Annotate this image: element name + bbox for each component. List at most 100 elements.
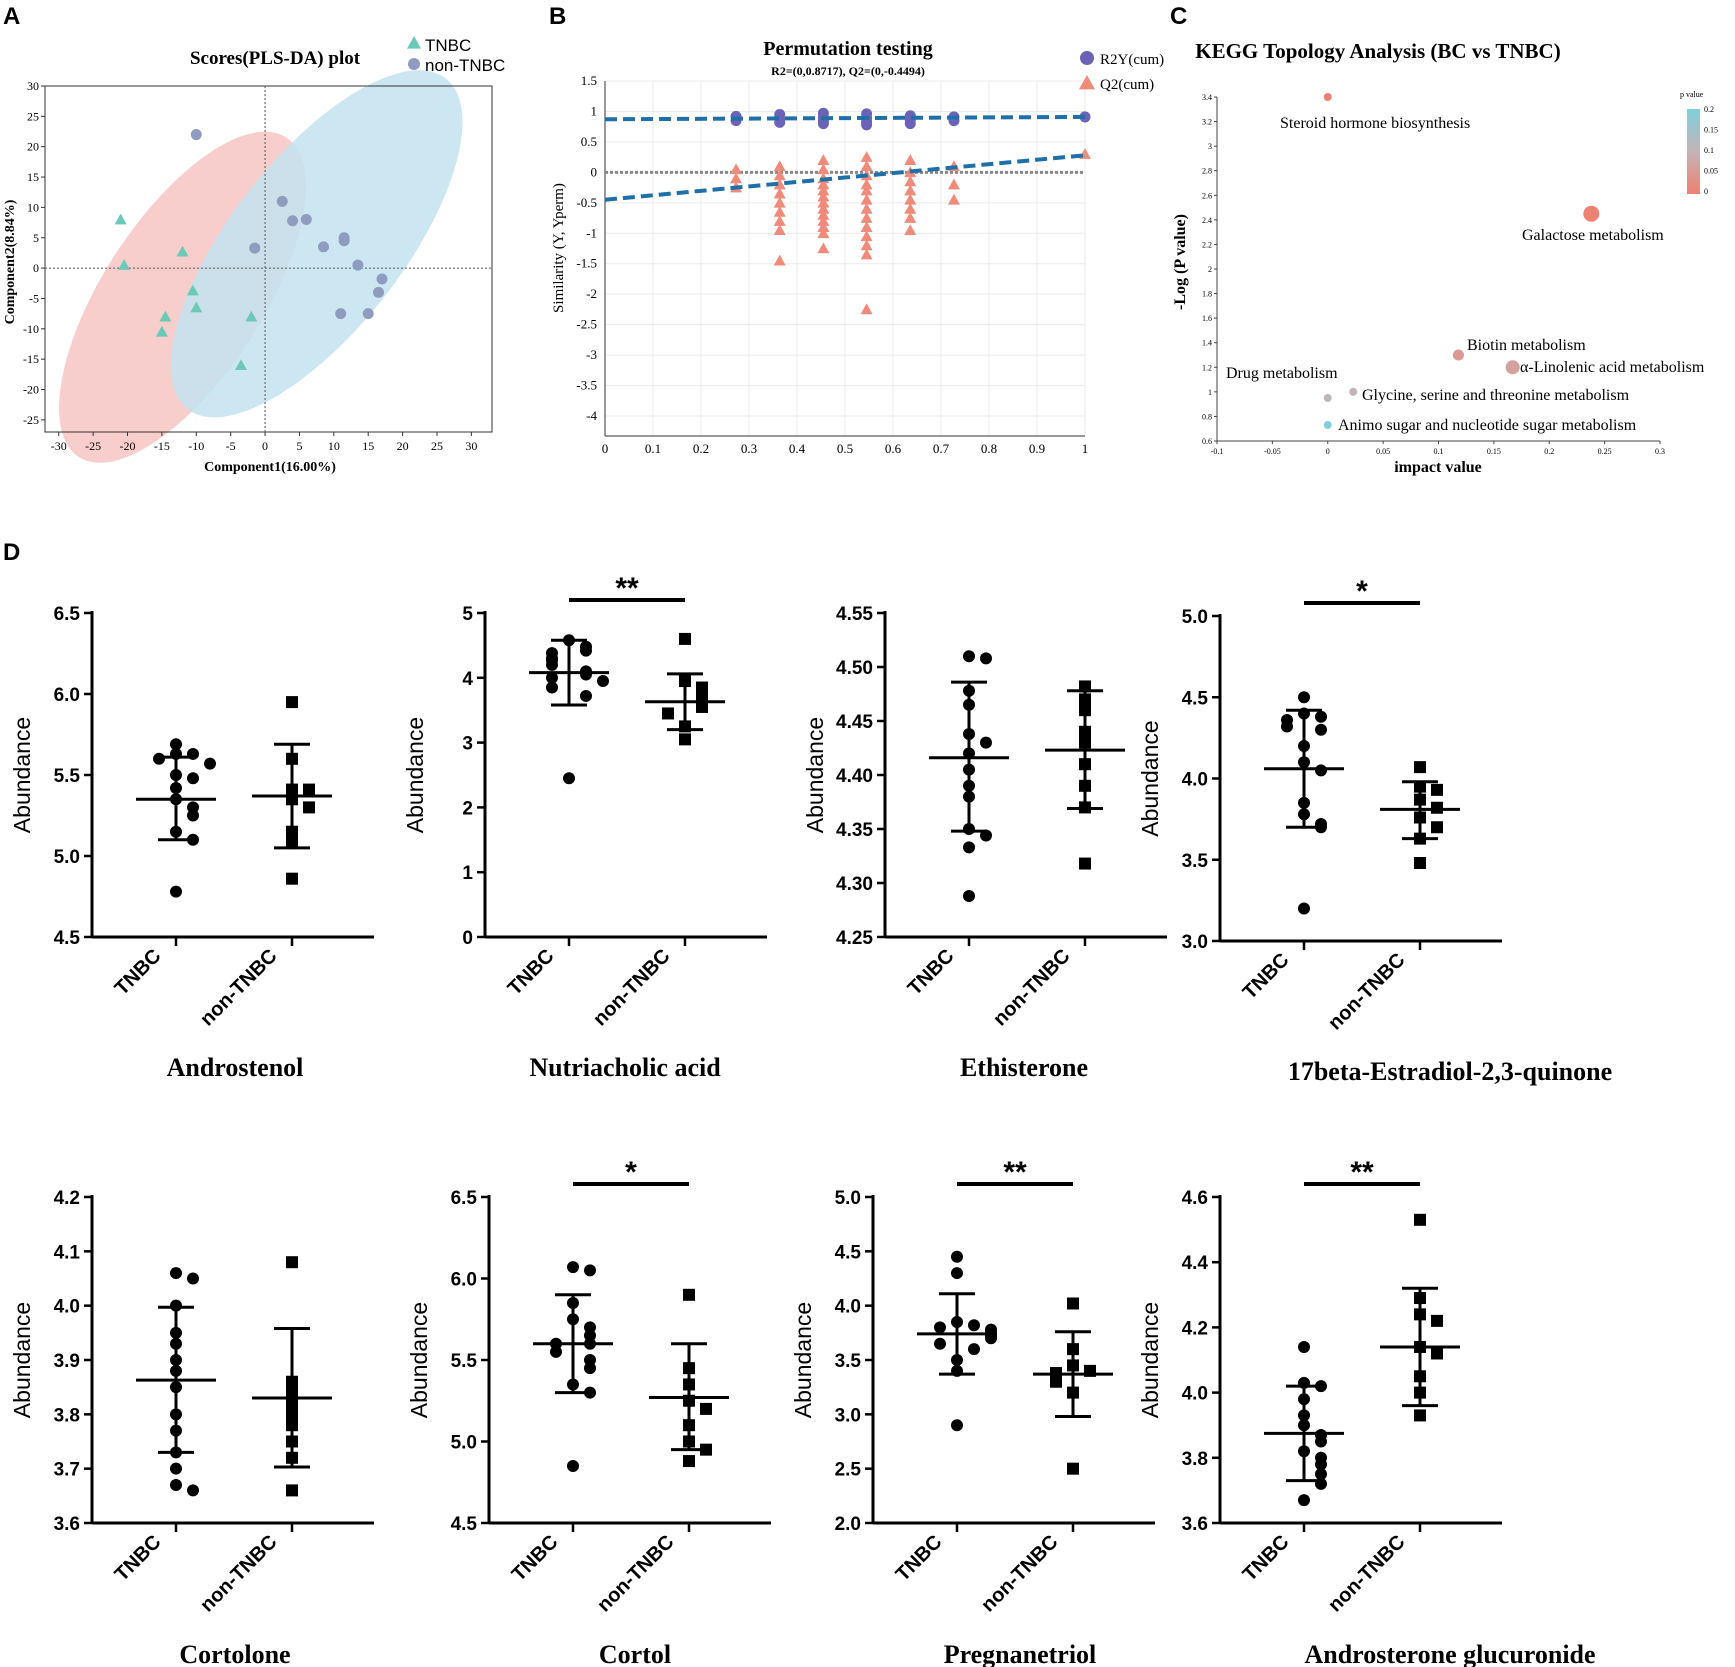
tnbc-dot: [1315, 723, 1327, 736]
chart-title: Permutation testing: [763, 38, 932, 60]
non-tnbc-square: [679, 733, 691, 746]
q2-point: [947, 178, 960, 190]
tnbc-dot: [980, 652, 992, 665]
colorbar-tick-label: 0.05: [1704, 167, 1718, 176]
x-axis-label: Component1(16.00%): [204, 460, 336, 475]
q2-point: [730, 163, 743, 175]
dot-plot-4: 3.0 3.5 4.0 4.5 5.0 Abundance TNBC non-TNBC * 17b…: [1137, 575, 1612, 1086]
q2-point: [860, 239, 873, 251]
tnbc-dot: [934, 1321, 946, 1334]
pathway-point: [1505, 360, 1520, 375]
non-tnbc-square: [696, 681, 708, 694]
dot-plot-2: 0 1 2 3 4 5 Abundance TNBC non-TNBC ** Nutriacholi…: [402, 572, 767, 1082]
x-tick-label: TNBC: [1239, 1531, 1294, 1586]
panel-label-d: D: [3, 539, 20, 566]
y-tick-label: 3.6: [1182, 1514, 1208, 1535]
x-tick-label: -25: [85, 439, 101, 453]
q2-point: [817, 178, 830, 190]
x-tick-label: 30: [465, 439, 477, 453]
tnbc-dot: [170, 1267, 182, 1280]
y-tick-label: -2.5: [576, 317, 597, 332]
y-tick-label: 25: [27, 109, 39, 123]
y-axis-label: Abundance: [1137, 1302, 1163, 1418]
q2-point: [860, 221, 873, 232]
y-tick-label: 10: [27, 200, 39, 214]
non-tnbc-square: [1414, 857, 1426, 869]
x-tick-label: 5: [296, 439, 302, 453]
y-tick-label: 5.5: [54, 766, 81, 787]
y-tick-label: 1.2: [1202, 363, 1212, 372]
y-tick-label: 2.4: [1202, 216, 1212, 225]
q2-point: [860, 248, 873, 260]
tnbc-dot: [968, 1343, 980, 1356]
tnbc-dot: [567, 1459, 579, 1472]
q2-point: [860, 303, 873, 315]
q2-point: [904, 224, 917, 236]
x-tick-label: 0.8: [981, 441, 997, 456]
tnbc-dot: [187, 772, 199, 785]
tnbc-dot: [1315, 764, 1327, 777]
chart-title: KEGG Topology Analysis (BC vs TNBC): [1195, 39, 1560, 63]
kegg-chart: 0.6 0.8 1 1.2 1.4 1.6 1.8 2 2.2 2.4 2.6 2.8 3 3.2 3.4 -…: [1172, 39, 1718, 476]
non-tnbc-square: [700, 1402, 712, 1415]
x-tick-label: non-TNBC: [196, 945, 281, 1030]
plot-frame: [44, 85, 493, 433]
chart-title: Androsterone glucuronide: [1304, 1640, 1595, 1667]
panel-label-c: C: [1170, 3, 1187, 30]
tnbc-dot: [204, 757, 216, 770]
tnbc-dot: [963, 650, 975, 663]
y-tick-label: 4.0: [835, 1297, 861, 1318]
y-tick-label: -15: [23, 352, 39, 366]
non-tnbc-square: [696, 700, 708, 713]
x-tick-label: 0.9: [1029, 441, 1045, 456]
y-tick-label: -5: [29, 291, 39, 305]
tnbc-dot: [563, 772, 575, 785]
q2-point: [860, 230, 873, 242]
y-axis-label: Abundance: [1137, 720, 1163, 836]
tnbc-point: [245, 310, 258, 322]
q2-point: [860, 178, 873, 190]
q2-point: [730, 172, 743, 184]
x-tick-label: -15: [154, 439, 170, 453]
x-tick-label: 0.15: [1487, 447, 1501, 456]
q2-regression-line: [604, 153, 1086, 202]
y-tick-label: 4.5: [835, 1242, 862, 1263]
q2-point: [817, 202, 830, 214]
legend-r2y-marker: [1080, 51, 1094, 65]
q2-point: [817, 163, 830, 175]
non-tnbc-square: [679, 632, 691, 645]
non-tnbc-square: [286, 1256, 298, 1269]
y-tick-label: 5: [33, 231, 39, 245]
y-tick-label: 1.5: [581, 73, 597, 88]
colorbar-tick-label: 0.15: [1704, 126, 1718, 135]
y-tick-label: -25: [23, 413, 39, 427]
chart-title: Scores(PLS-DA) plot: [190, 48, 361, 69]
tnbc-dot: [170, 738, 182, 751]
x-tick-label: 0.1: [645, 441, 661, 456]
r2y-point: [817, 118, 829, 130]
q2-point: [773, 169, 786, 181]
y-tick-label: 4.40: [836, 766, 873, 787]
non-tnbc-square: [303, 783, 315, 796]
tnbc-dot: [546, 681, 558, 694]
tnbc-dot: [170, 1462, 182, 1475]
y-tick-label: 30: [27, 79, 39, 93]
q2-point: [860, 202, 873, 214]
tnbc-dot: [934, 1337, 946, 1350]
q2-point: [904, 154, 917, 165]
tnbc-dot: [1315, 710, 1327, 723]
pathway-label: Glycine, serine and threonine metabolism: [1362, 387, 1630, 404]
r2y-point: [1079, 111, 1091, 123]
panel-label-a: A: [3, 3, 20, 30]
y-tick-label: -20: [23, 383, 39, 397]
non-tnbc-square: [683, 1288, 695, 1301]
tnbc-dot: [963, 841, 975, 854]
q2-point: [773, 215, 786, 226]
tnbc-point: [186, 284, 199, 296]
non-tnbc-point: [352, 259, 364, 271]
y-tick-label: 3.9: [54, 1351, 80, 1372]
y-tick-label: 2.2: [1202, 240, 1212, 249]
y-tick-label: -3: [586, 347, 597, 362]
tnbc-dot: [951, 1250, 963, 1263]
q2-point: [860, 151, 873, 162]
